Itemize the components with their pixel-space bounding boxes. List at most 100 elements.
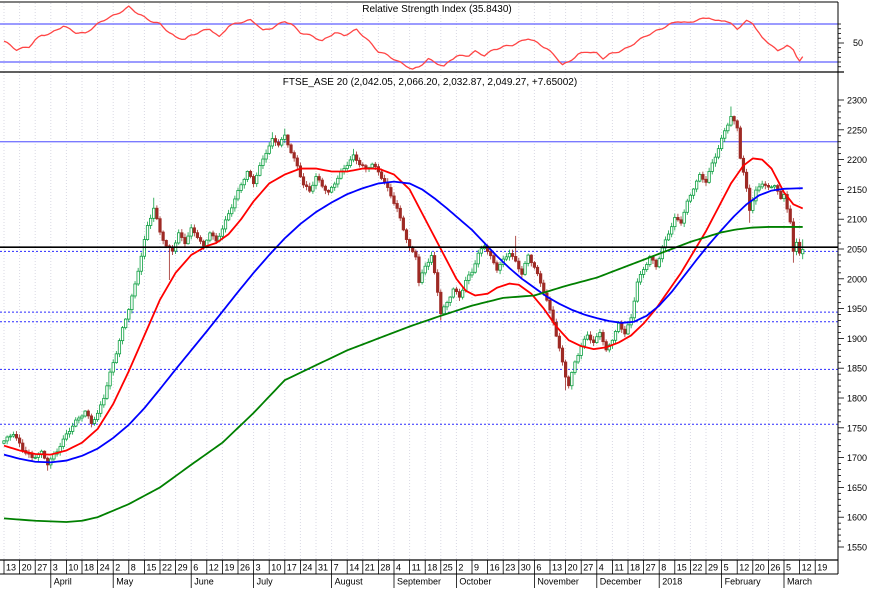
candle-body [186,235,190,245]
candle-body [760,183,764,188]
candle-body [370,163,374,169]
candle-body [298,165,303,178]
candle-body [504,256,508,260]
candle-body [489,251,493,257]
moving-average-red [3,157,804,456]
candle-body [120,327,125,342]
candle-body [473,263,477,273]
candle-body [89,415,93,424]
candle-body [383,178,387,183]
candle-body [276,141,281,146]
candle-body [2,440,6,444]
candle-body [726,124,730,132]
candle-body [61,438,65,447]
candle-body [529,254,533,264]
date-tick-label: 31 [318,563,328,573]
candle-body [723,130,727,139]
candle-body [105,385,109,399]
candle-body [130,295,134,310]
date-tick-label: 20 [568,563,578,573]
month-label: July [257,577,274,587]
candle-body [33,457,37,459]
candle-body [420,272,424,283]
candle-body [673,217,677,228]
candle-body [351,154,356,161]
candle-body [445,302,449,308]
date-tick-label: 27 [37,563,47,573]
date-tick-label: 5 [724,563,729,573]
candle-body [86,410,90,417]
candle-body [729,116,733,126]
candle-body [507,253,512,258]
month-label: 2018 [662,577,682,587]
candle-body [305,184,309,187]
candle-body [691,188,696,196]
candle-body [223,219,228,230]
candle-body [685,200,689,213]
candle-body [801,249,805,255]
candle-body [582,338,586,347]
candle-body [442,306,446,315]
candle-body [782,194,786,200]
candle-body [716,148,721,158]
date-tick-label: 18 [84,563,94,573]
candle-body [429,255,434,263]
candle-body [617,322,621,332]
candle-body [495,262,499,271]
date-tick-label: 20 [755,563,765,573]
candle-body [292,152,296,159]
candle-body [180,232,184,238]
candle-body [620,322,624,330]
candle-body [638,274,643,283]
price-axis-label: 2100 [847,215,867,225]
candle-body [158,218,162,233]
date-tick-label: 19 [817,563,827,573]
candle-body [592,339,596,343]
date-tick-label: 26 [240,563,250,573]
candle-body [548,299,552,311]
date-tick-label: 11 [412,563,421,573]
price-axis-label: 1950 [847,304,867,314]
date-tick-label: 26 [770,563,780,573]
candle-body [236,190,240,200]
month-label: December [600,577,642,587]
date-tick-label: 7 [334,563,339,573]
candle-body [136,270,140,285]
candle-body [476,252,480,265]
month-label: April [54,577,72,587]
candle-body [239,184,243,191]
date-tick-label: 10 [68,563,78,573]
date-tick-label: 15 [146,563,156,573]
candle-body [189,227,193,237]
candle-body [467,274,471,281]
candle-body [539,273,543,284]
date-tick-label: 15 [677,563,687,573]
candle-body [560,347,565,363]
candle-body [701,174,705,180]
rsi-panel-title: Relative Strength Index (35.8430) [360,4,514,15]
candle-body [308,186,312,192]
candle-body [426,261,430,267]
candle-body [414,251,418,258]
price-axis-label: 1800 [847,394,867,404]
date-tick-label: 4 [396,563,401,573]
candle-body [336,177,340,185]
candle-body [270,138,274,147]
candle-body [392,195,396,204]
candle-body [635,281,639,302]
price-axis-label: 1600 [847,513,867,523]
candle-body [21,442,25,451]
price-axis-label: 1900 [847,334,867,344]
candle-body [92,419,97,424]
price-axis-label: 1650 [847,483,867,493]
candle-body [666,233,671,241]
price-axis-label: 2050 [847,245,867,255]
candle-body [567,376,571,387]
candle-body [632,300,636,319]
candle-body [301,176,306,186]
candle-body [389,187,393,197]
candle-body [682,211,686,224]
month-label: February [725,577,762,587]
candle-body [695,180,699,190]
